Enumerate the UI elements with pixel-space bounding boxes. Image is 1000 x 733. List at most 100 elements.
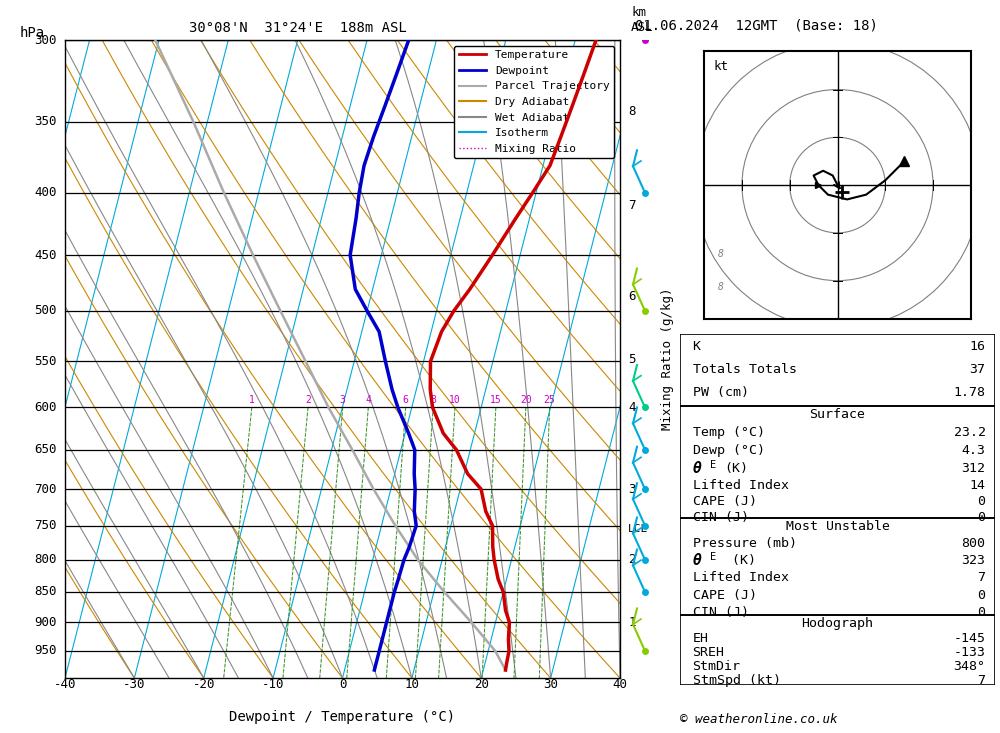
Text: 8: 8: [718, 248, 724, 259]
Text: CAPE (J): CAPE (J): [693, 589, 757, 602]
Text: 300: 300: [34, 34, 57, 47]
Text: 15: 15: [490, 395, 502, 405]
Text: E: E: [710, 552, 716, 561]
Text: 7: 7: [978, 674, 986, 687]
Text: -133: -133: [954, 646, 986, 659]
Text: Lifted Index: Lifted Index: [693, 479, 789, 492]
Text: 0: 0: [978, 496, 986, 509]
Text: Most Unstable: Most Unstable: [786, 520, 890, 534]
Text: kt: kt: [713, 60, 728, 73]
Bar: [680, 518, 995, 615]
Text: -40: -40: [54, 678, 76, 691]
Text: 0: 0: [978, 589, 986, 602]
Text: 400: 400: [34, 186, 57, 199]
Text: 6: 6: [403, 395, 409, 405]
Text: 7: 7: [978, 571, 986, 583]
Text: 750: 750: [34, 519, 57, 532]
Text: 3: 3: [628, 482, 636, 496]
Text: 23.2: 23.2: [954, 426, 986, 439]
Text: 5: 5: [628, 353, 636, 366]
Text: Totals Totals: Totals Totals: [693, 363, 797, 376]
Bar: [680, 615, 995, 685]
Bar: [680, 334, 995, 405]
Text: © weatheronline.co.uk: © weatheronline.co.uk: [680, 712, 838, 726]
Text: 10: 10: [404, 678, 419, 691]
Text: -10: -10: [262, 678, 284, 691]
Text: 0: 0: [978, 605, 986, 619]
Text: 500: 500: [34, 304, 57, 317]
Text: 6: 6: [628, 290, 636, 303]
Text: 800: 800: [962, 537, 986, 550]
Text: 4: 4: [365, 395, 371, 405]
Text: (K): (K): [724, 462, 748, 475]
Text: 20: 20: [474, 678, 489, 691]
Text: Hodograph: Hodograph: [802, 617, 874, 630]
Text: 14: 14: [970, 479, 986, 492]
Text: -30: -30: [123, 678, 146, 691]
Text: 1: 1: [628, 616, 636, 629]
Text: 30: 30: [543, 678, 558, 691]
Text: Surface: Surface: [810, 408, 866, 421]
Text: 4: 4: [628, 401, 636, 414]
Text: θ: θ: [693, 553, 701, 568]
Text: 600: 600: [34, 401, 57, 414]
Text: Dewp (°C): Dewp (°C): [693, 444, 765, 457]
Text: 312: 312: [962, 462, 986, 475]
Text: 2: 2: [305, 395, 311, 405]
Text: 20: 20: [520, 395, 532, 405]
Text: 8: 8: [430, 395, 436, 405]
Text: CIN (J): CIN (J): [693, 605, 749, 619]
Text: StmSpd (kt): StmSpd (kt): [693, 674, 781, 687]
Text: 01.06.2024  12GMT  (Base: 18): 01.06.2024 12GMT (Base: 18): [635, 18, 878, 32]
Text: E: E: [710, 460, 716, 470]
Text: 0: 0: [339, 678, 346, 691]
Text: 950: 950: [34, 644, 57, 658]
Text: 10: 10: [449, 395, 461, 405]
Text: Temp (°C): Temp (°C): [693, 426, 765, 439]
Text: 450: 450: [34, 248, 57, 262]
Text: 40: 40: [613, 678, 628, 691]
Text: LCL: LCL: [628, 524, 649, 534]
Text: 800: 800: [34, 553, 57, 567]
Text: km
ASL: km ASL: [631, 6, 654, 34]
Text: 8: 8: [628, 105, 636, 118]
Text: 1.78: 1.78: [954, 386, 986, 399]
Text: 3: 3: [340, 395, 346, 405]
Text: CAPE (J): CAPE (J): [693, 496, 757, 509]
Text: 650: 650: [34, 443, 57, 457]
Text: θ: θ: [693, 460, 701, 476]
Text: hPa: hPa: [19, 26, 44, 40]
Text: StmDir: StmDir: [693, 660, 741, 673]
Text: 37: 37: [970, 363, 986, 376]
Text: 323: 323: [962, 554, 986, 567]
Text: Pressure (mb): Pressure (mb): [693, 537, 797, 550]
Text: SREH: SREH: [693, 646, 725, 659]
Text: 4.3: 4.3: [962, 444, 986, 457]
Text: Dewpoint / Temperature (°C): Dewpoint / Temperature (°C): [229, 710, 456, 724]
Text: -145: -145: [954, 632, 986, 645]
Legend: Temperature, Dewpoint, Parcel Trajectory, Dry Adiabat, Wet Adiabat, Isotherm, Mi: Temperature, Dewpoint, Parcel Trajectory…: [454, 46, 614, 158]
Text: K: K: [693, 340, 701, 353]
Text: Mixing Ratio (g/kg): Mixing Ratio (g/kg): [661, 288, 674, 430]
Text: EH: EH: [693, 632, 709, 645]
Text: PW (cm): PW (cm): [693, 386, 749, 399]
Text: 2: 2: [628, 553, 636, 567]
Text: 550: 550: [34, 355, 57, 368]
Title: 30°08'N  31°24'E  188m ASL: 30°08'N 31°24'E 188m ASL: [189, 21, 407, 35]
Text: 348°: 348°: [954, 660, 986, 673]
Text: 25: 25: [544, 395, 555, 405]
Text: 1: 1: [249, 395, 255, 405]
Text: -20: -20: [193, 678, 215, 691]
Text: CIN (J): CIN (J): [693, 511, 749, 523]
Text: 16: 16: [970, 340, 986, 353]
Text: 0: 0: [978, 511, 986, 523]
Text: 700: 700: [34, 482, 57, 496]
Text: 7: 7: [628, 199, 636, 213]
Text: 350: 350: [34, 116, 57, 128]
Text: Lifted Index: Lifted Index: [693, 571, 789, 583]
Text: 900: 900: [34, 616, 57, 629]
Text: 8: 8: [718, 282, 724, 292]
Text: 850: 850: [34, 586, 57, 598]
Text: (K): (K): [724, 554, 756, 567]
Bar: [680, 405, 995, 518]
